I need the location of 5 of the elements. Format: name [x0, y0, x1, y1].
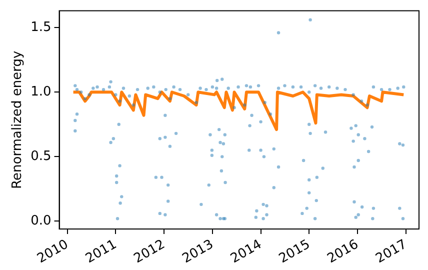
y-tick-label: 0.0: [30, 214, 52, 229]
y-tick-label: 0.5: [30, 149, 52, 164]
y-tick-label: 1.5: [30, 20, 52, 35]
y-tick-label: 1.0: [30, 84, 52, 100]
y-axis-title: Renormalized energy: [10, 50, 26, 189]
